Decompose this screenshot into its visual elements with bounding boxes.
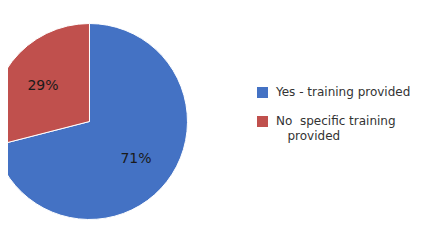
- html-text:No specific training provided: No specific training provided: [276, 114, 396, 143]
- svg-text:71%: 71%: [120, 150, 151, 166]
- svg-text:29%: 29%: [27, 77, 58, 93]
- html-text:Yes - training provided: Yes - training provided: [276, 85, 411, 99]
